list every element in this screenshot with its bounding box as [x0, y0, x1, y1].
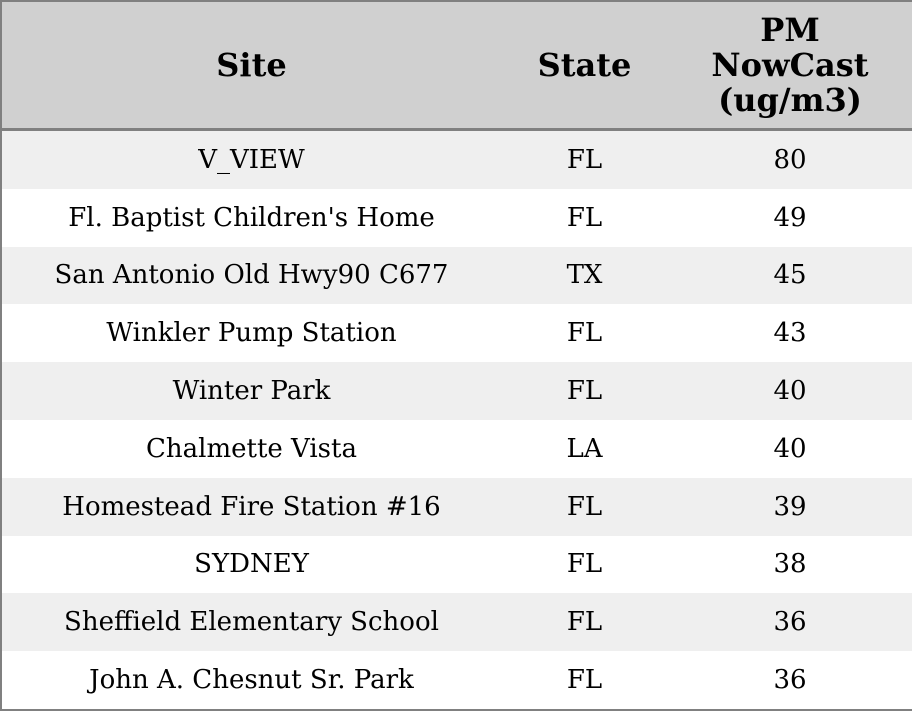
- table-cell: FL: [501, 362, 668, 420]
- table-cell: V_VIEW: [1, 129, 501, 189]
- table-body: V_VIEW FL 80 Fl. Baptist Children's Home FL 4…: [1, 129, 912, 710]
- table-cell: 40: [668, 419, 912, 478]
- table-cell: Chalmette Vista: [1, 419, 501, 478]
- table-cell: 36: [668, 651, 912, 710]
- table-cell: LA: [501, 419, 668, 478]
- table-row: John A. Chesnut Sr. Park FL 36: [1, 651, 912, 710]
- table-cell: Fl. Baptist Children's Home: [1, 188, 501, 247]
- header-cell: PM NowCast (ug/m3): [668, 1, 912, 131]
- table-row: San Antonio Old Hwy90 C677 TX 45: [1, 246, 912, 305]
- table-row: Fl. Baptist Children's Home FL 49: [1, 188, 912, 247]
- table-row: V_VIEW FL 80: [1, 129, 912, 189]
- table-cell: Winkler Pump Station: [1, 304, 501, 363]
- table-cell: John A. Chesnut Sr. Park: [1, 651, 501, 710]
- table-cell: TX: [501, 246, 668, 305]
- table-cell: Homestead Fire Station #16: [1, 477, 501, 536]
- table-row: Sheffield Elementary School FL 36: [1, 593, 912, 652]
- header-text: State: [537, 45, 632, 84]
- table-row: Winkler Pump Station FL 43: [1, 304, 912, 363]
- table-cell: 40: [668, 362, 912, 420]
- table-cell: 45: [668, 246, 912, 305]
- table-cell: 39: [668, 477, 912, 536]
- table-row: Homestead Fire Station #16 FL 39: [1, 477, 912, 536]
- table-cell: FL: [501, 188, 668, 247]
- table-cell: 36: [668, 593, 912, 652]
- header-row: Site State PM NowCast (ug/m3): [1, 1, 912, 131]
- table-cell: Sheffield Elementary School: [1, 593, 501, 652]
- table-cell: SYDNEY: [1, 535, 501, 594]
- table-row: Chalmette Vista LA 40: [1, 419, 912, 478]
- table-row: SYDNEY FL 38: [1, 535, 912, 594]
- header-text: Site: [216, 45, 287, 84]
- table-row: Winter Park FL 40: [1, 362, 912, 420]
- table-cell: FL: [501, 535, 668, 594]
- header-text: PM NowCast (ug/m3): [711, 10, 869, 119]
- table-cell: 43: [668, 304, 912, 363]
- table-cell: San Antonio Old Hwy90 C677: [1, 246, 501, 305]
- table-cell: 80: [668, 129, 912, 189]
- table-cell: FL: [501, 477, 668, 536]
- table-cell: 38: [668, 535, 912, 594]
- table-cell: FL: [501, 593, 668, 652]
- table-cell: FL: [501, 651, 668, 710]
- table-cell: Winter Park: [1, 362, 501, 420]
- table-cell: FL: [501, 304, 668, 363]
- header-cell: State: [501, 1, 668, 131]
- header-cell: Site: [1, 1, 501, 131]
- table-cell: 49: [668, 188, 912, 247]
- table-header: Site State PM NowCast (ug/m3): [1, 1, 912, 131]
- table-cell: FL: [501, 129, 668, 189]
